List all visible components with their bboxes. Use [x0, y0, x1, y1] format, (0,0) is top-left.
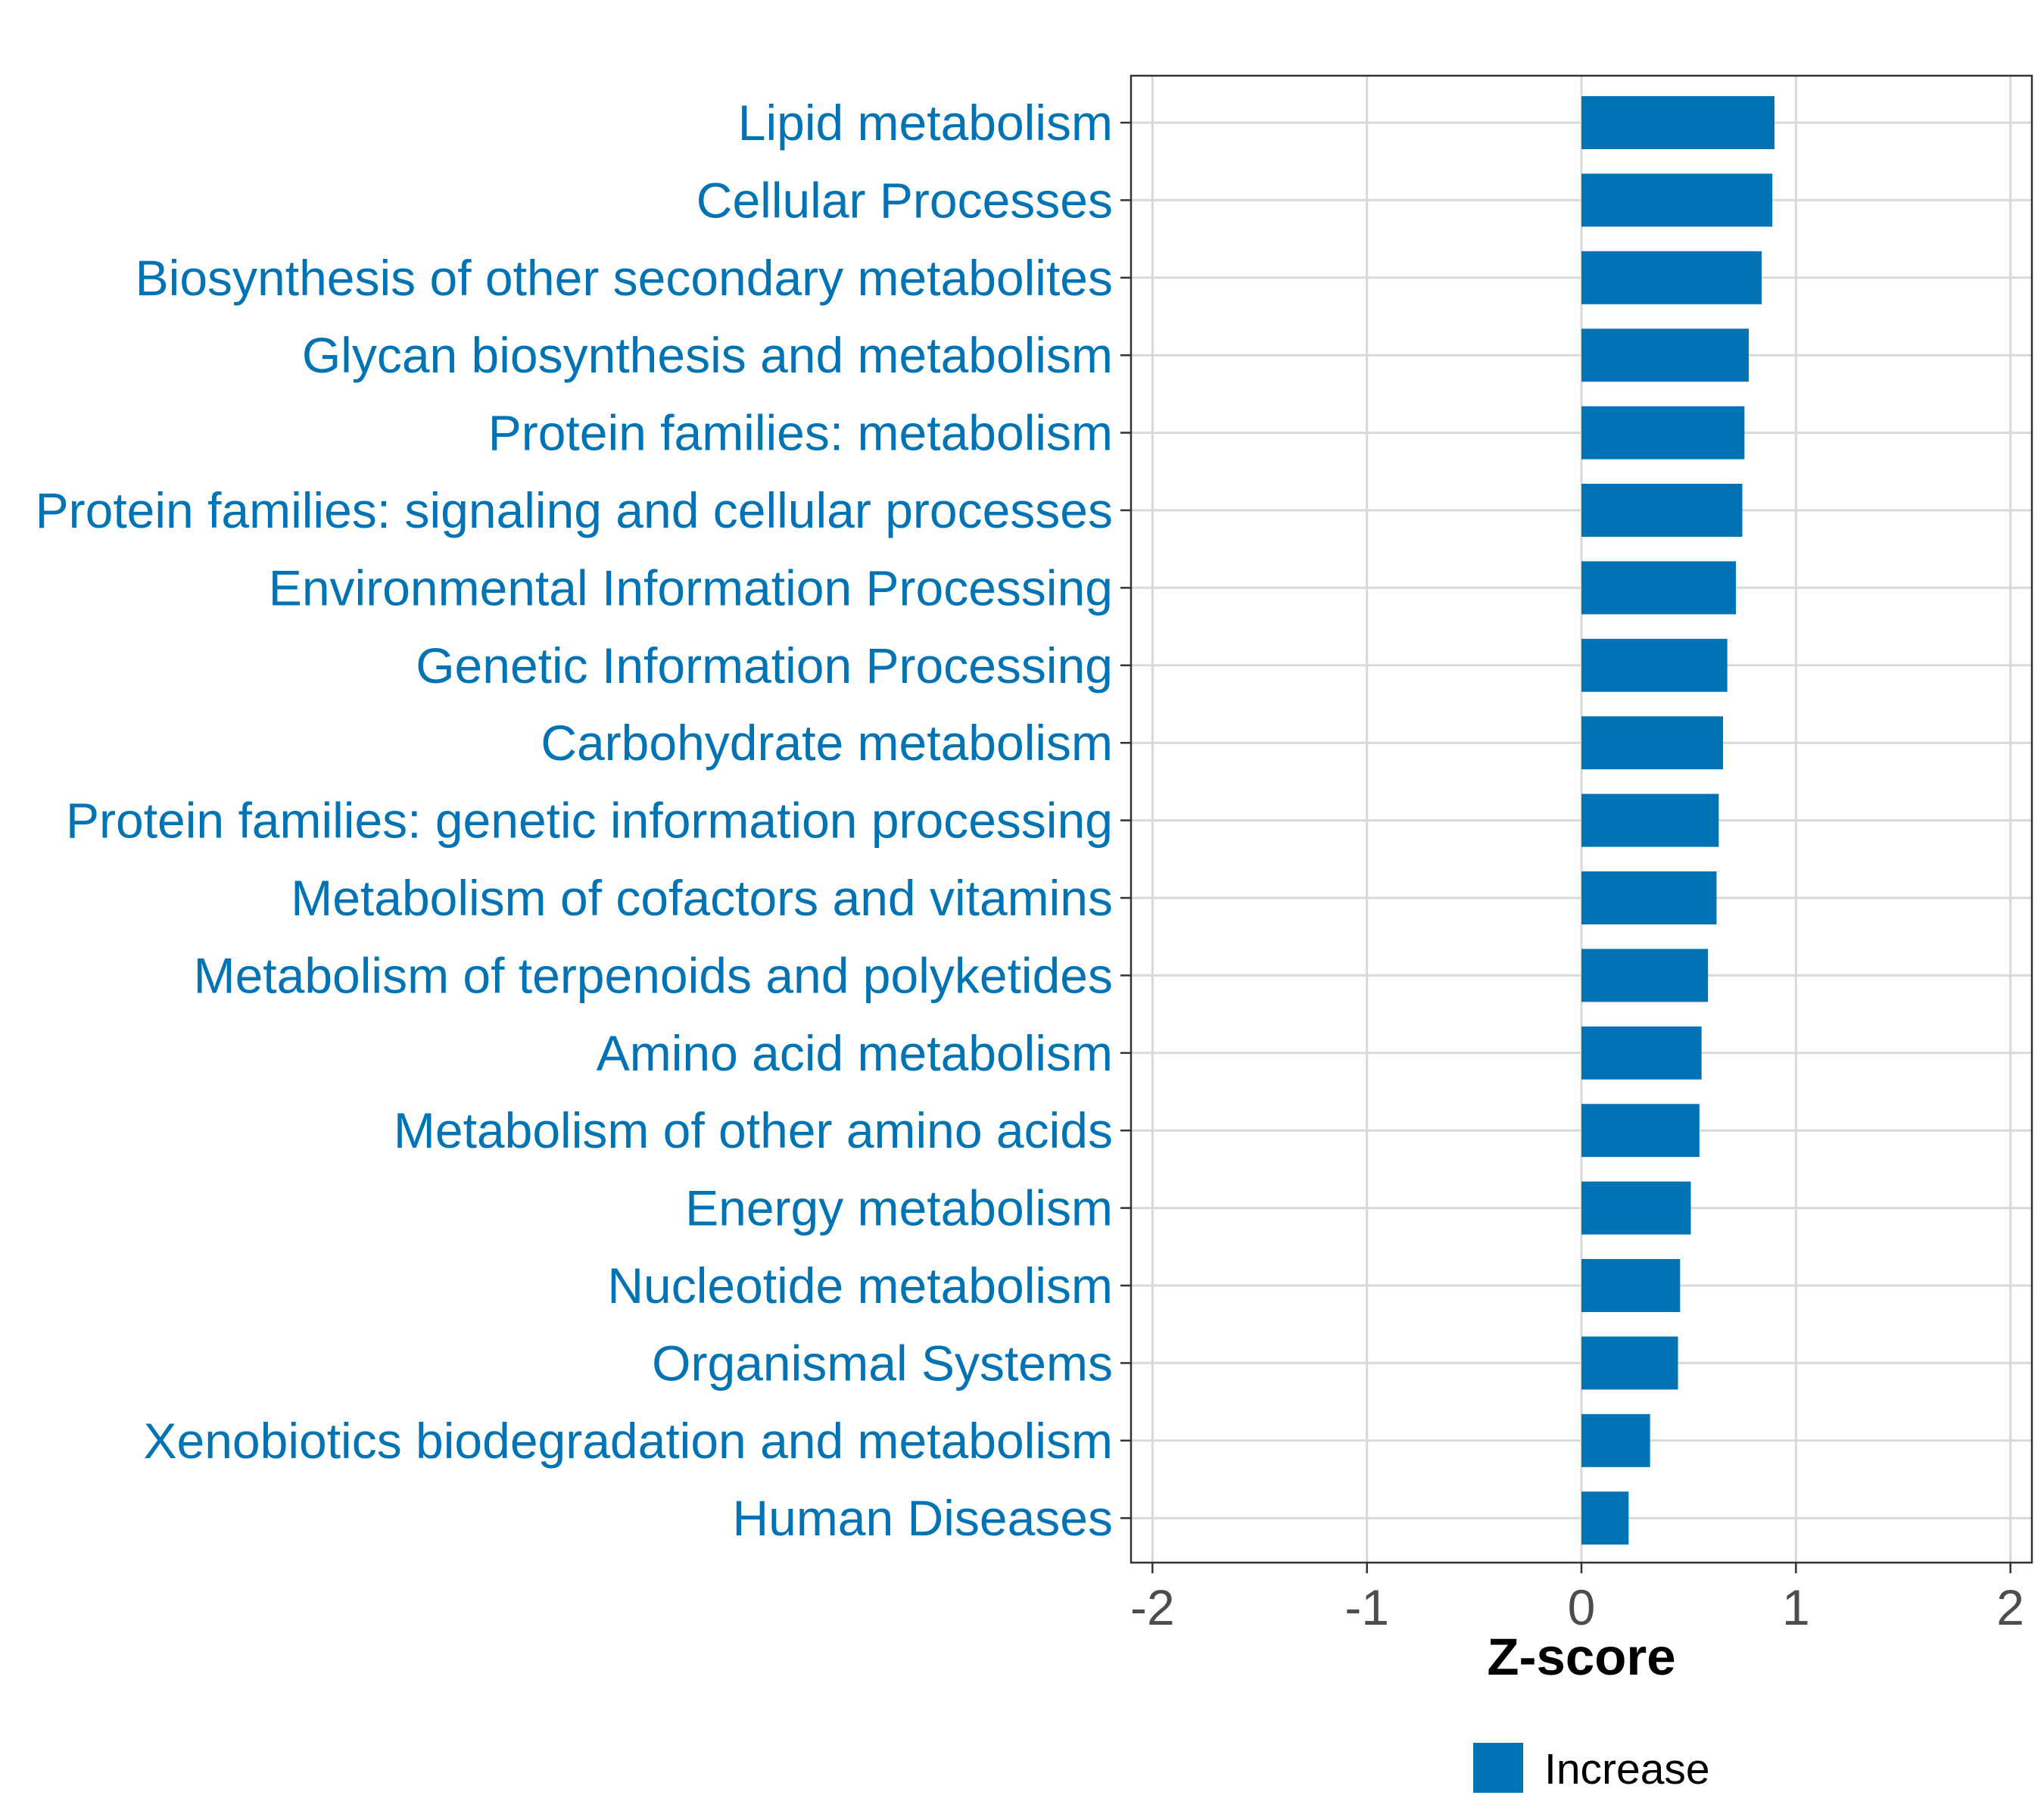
legend-label-increase: Increase	[1544, 1745, 1710, 1794]
x-axis-title: Z-score	[1487, 1628, 1675, 1686]
category-label: Human Diseases	[732, 1490, 1113, 1546]
category-label: Amino acid metabolism	[597, 1025, 1113, 1081]
category-label: Protein families: signaling and cellular…	[36, 482, 1113, 538]
category-label: Environmental Information Processing	[269, 559, 1113, 616]
bar	[1581, 329, 1749, 382]
bar	[1581, 484, 1743, 537]
category-label: Lipid metabolism	[738, 95, 1113, 151]
x-axis-ticks: -2 -1 0 1 2	[1130, 1563, 2024, 1635]
category-label: Organismal Systems	[652, 1335, 1113, 1391]
x-tick-label: -1	[1344, 1579, 1389, 1635]
bar	[1581, 871, 1717, 924]
bar	[1581, 793, 1719, 847]
category-label: Energy metabolism	[685, 1180, 1113, 1236]
bar	[1581, 96, 1774, 149]
bar	[1581, 173, 1773, 227]
bar	[1581, 1259, 1681, 1312]
bar	[1581, 1491, 1629, 1545]
category-label: Cellular Processes	[696, 172, 1113, 228]
category-label: Protein families: metabolism	[488, 405, 1113, 461]
bars	[1581, 96, 1774, 1545]
bar	[1581, 949, 1709, 1002]
x-tick-label: -2	[1130, 1579, 1175, 1635]
legend: Increase	[1473, 1743, 1710, 1794]
category-label: Protein families: genetic information pr…	[66, 793, 1113, 849]
category-label: Metabolism of terpenoids and polyketides	[194, 947, 1113, 1003]
x-tick-label: 1	[1782, 1579, 1810, 1635]
legend-swatch-increase	[1473, 1743, 1523, 1793]
x-tick-label: 2	[1996, 1579, 2024, 1635]
y-axis-ticks: Lipid metabolism Cellular Processes Biosyn…	[36, 95, 1131, 1546]
bar	[1581, 406, 1745, 460]
bar	[1581, 251, 1762, 304]
bar	[1581, 1181, 1691, 1235]
category-label: Xenobiotics biodegradation and metabolis…	[144, 1413, 1114, 1469]
category-label: Carbohydrate metabolism	[541, 715, 1113, 771]
bar	[1581, 638, 1728, 692]
category-label: Metabolism of other amino acids	[394, 1102, 1113, 1158]
category-label: Nucleotide metabolism	[607, 1258, 1113, 1314]
bar	[1581, 561, 1736, 615]
bar	[1581, 1104, 1700, 1158]
x-tick-label: 0	[1568, 1579, 1596, 1635]
bar	[1581, 1336, 1678, 1390]
bar	[1581, 716, 1723, 770]
bar	[1581, 1026, 1702, 1080]
category-label: Biosynthesis of other secondary metaboli…	[136, 250, 1113, 306]
category-label: Glycan biosynthesis and metabolism	[302, 327, 1113, 383]
category-label: Metabolism of cofactors and vitamins	[291, 870, 1113, 926]
bar	[1581, 1413, 1650, 1467]
category-label: Genetic Information Processing	[416, 637, 1113, 693]
